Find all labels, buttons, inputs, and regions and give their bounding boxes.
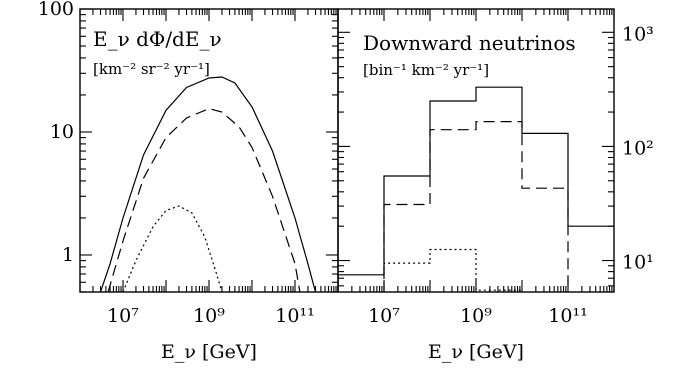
left-tick-labels-group: 10⁷ 10⁹ 10¹¹ 1 10 100 (38, 0, 315, 327)
left-x-axis-label: E_ν [GeV] (161, 341, 257, 363)
left-y-tick-label: 100 (38, 0, 74, 20)
left-y-tick-label: 1 (62, 244, 74, 266)
right-annotation-units: [bin⁻¹ km⁻² yr⁻¹] (363, 61, 489, 79)
right-series-dashed-step-line (383, 121, 569, 292)
right-y-tick-label: 10² (622, 137, 654, 159)
right-annotation-main: Downward neutrinos (363, 31, 576, 55)
left-x-tick-label: 10¹¹ (275, 305, 314, 327)
right-series-solid-step-line (338, 86, 614, 292)
right-y-tick-label: 10¹ (622, 252, 654, 274)
left-annotation-main: E_ν dΦ/dE_ν (93, 27, 222, 51)
left-panel: 10⁷ 10⁹ 10¹¹ 1 10 100 E_ν dΦ/dE_ν [km⁻² sr⁻² … (38, 0, 339, 363)
right-x-tick-label: 10⁷ (368, 305, 400, 327)
right-series-dotted-step-line (383, 248, 523, 292)
right-x-tick-label: 10¹¹ (548, 305, 587, 327)
right-panel: 10⁷ 10⁹ 10¹¹ 10¹ 10² 10³ Downward neutrinos [… (337, 8, 654, 363)
left-y-tick-label: 10 (50, 121, 74, 143)
left-series-group (99, 76, 317, 292)
left-annotation-units: [km⁻² sr⁻² yr⁻¹] (93, 60, 210, 78)
right-tick-labels-group: 10⁷ 10⁹ 10¹¹ 10¹ 10² 10³ (368, 23, 654, 327)
left-ticks-group (79, 8, 339, 293)
left-x-tick-label: 10⁷ (107, 305, 139, 327)
left-x-tick-label: 10⁹ (193, 305, 225, 327)
right-series-group (338, 86, 614, 292)
left-series-solid-line (99, 76, 317, 292)
right-x-axis-label: E_ν [GeV] (428, 341, 524, 363)
right-y-tick-label: 10³ (622, 23, 654, 45)
right-ticks-group (337, 9, 615, 292)
right-x-tick-label: 10⁹ (460, 305, 492, 327)
left-series-dashed-line (107, 107, 301, 292)
left-series-dotted-line (122, 205, 223, 292)
